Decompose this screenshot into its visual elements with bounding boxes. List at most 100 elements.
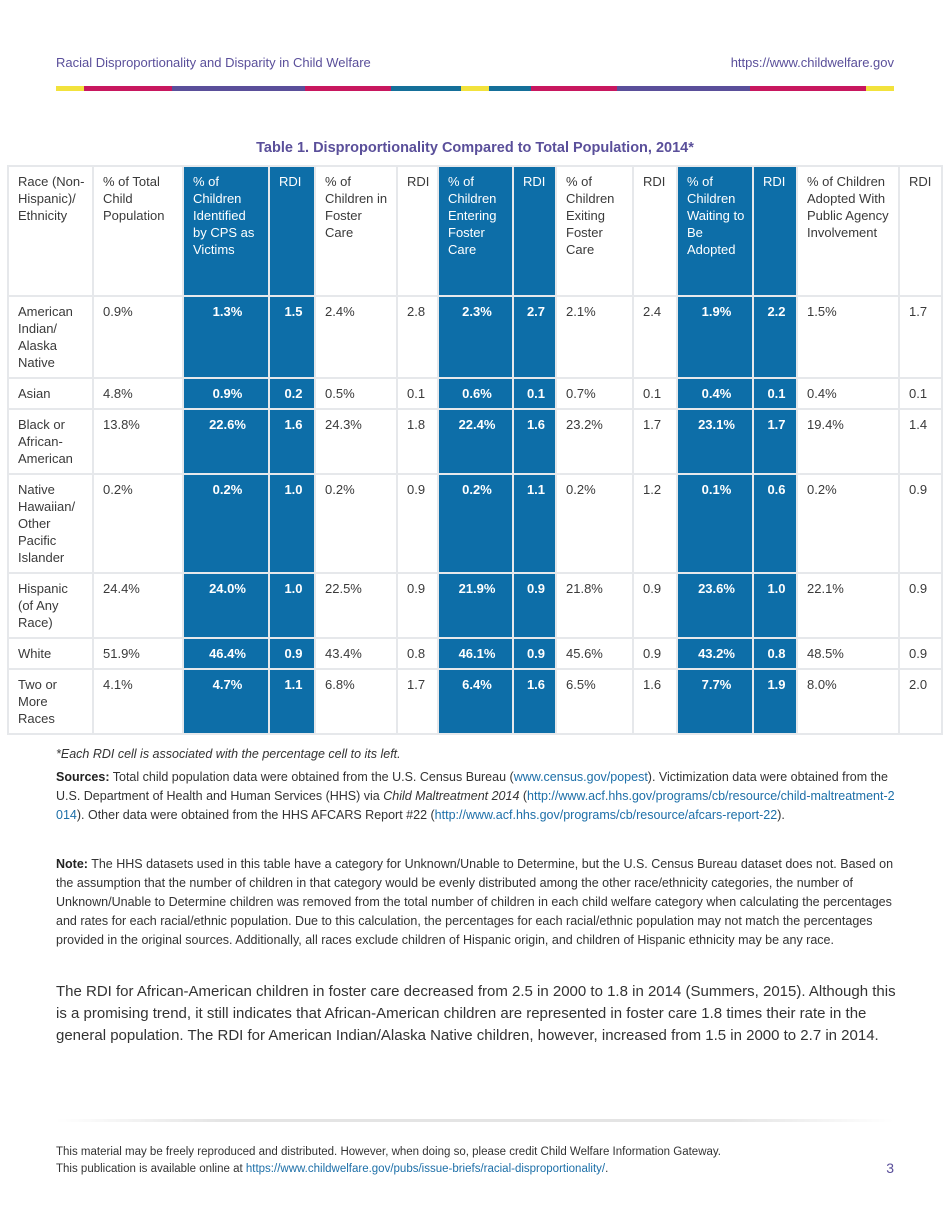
cell: 0.4% [796,377,900,410]
cell: 1.6 [512,408,557,475]
cell: 0.1 [752,377,798,410]
cell: 0.9 [512,572,557,639]
cell: 1.1 [512,473,557,574]
column-header: % of Children Entering Foster Care [437,165,514,297]
cell: 1.5 [268,295,316,379]
column-header: RDI [396,165,439,297]
data-table: Race (Non-Hispanic)/ Ethnicity% of Total… [7,165,943,735]
cell: 0.2% [555,473,634,574]
sources: Sources: Total child population data wer… [56,768,896,825]
text: Total child population data were obtaine… [109,770,514,784]
cell: 0.9% [92,295,184,379]
cell: 0.5% [314,377,398,410]
header-title: Racial Disproportionality and Disparity … [56,55,371,70]
cell: 0.2 [268,377,316,410]
cell: 0.7% [555,377,634,410]
cell: 0.9 [898,637,943,670]
cell: 1.0 [268,572,316,639]
cell: 0.4% [676,377,754,410]
cell: 2.4 [632,295,678,379]
cell: 0.2% [437,473,514,574]
footnote: *Each RDI cell is associated with the pe… [56,747,401,761]
cell: 0.9 [396,572,439,639]
row-label: American Indian/ Alaska Native [7,295,94,379]
cell: 1.6 [632,668,678,735]
cell: 2.2 [752,295,798,379]
cell: 48.5% [796,637,900,670]
link[interactable]: http://www.acf.hhs.gov/programs/cb/resou… [56,789,895,822]
cell: 0.6 [752,473,798,574]
row-label: Hispanic (of Any Race) [7,572,94,639]
footer-rule [56,1119,894,1122]
cell: 0.9 [632,572,678,639]
column-header: % of Children Exiting Foster Care [555,165,634,297]
row-label: Black or African-American [7,408,94,475]
note: Note: The HHS datasets used in this tabl… [56,855,896,950]
table-row: Two or More Races 4.1% 4.7% 1.1 6.8% 1.7 6.4% 1… [7,668,943,735]
table-row: White 51.9% 46.4% 0.9 43.4% 0.8 46.1% 0.9 45.6% 0… [7,637,943,670]
column-header: RDI [512,165,557,297]
cell: 1.7 [396,668,439,735]
cell: 0.1 [632,377,678,410]
cell: 0.1 [898,377,943,410]
header-row: Race (Non-Hispanic)/ Ethnicity% of Total… [7,165,943,297]
cell: 51.9% [92,637,184,670]
table-row: Native Hawaiian/ Other Pacific Islander 0… [7,473,943,574]
header-url[interactable]: https://www.childwelfare.gov [730,55,894,70]
cell: 6.4% [437,668,514,735]
cell: 2.1% [555,295,634,379]
cell: 1.0 [268,473,316,574]
link[interactable]: www.census.gov/popest [513,770,648,784]
cell: 23.2% [555,408,634,475]
column-header: Race (Non-Hispanic)/ Ethnicity [7,165,94,297]
cell: 22.6% [182,408,270,475]
cell: 1.9 [752,668,798,735]
cell: 2.0 [898,668,943,735]
cell: 0.9 [512,637,557,670]
cell: 43.2% [676,637,754,670]
cell: 1.2 [632,473,678,574]
text: ( [519,789,528,803]
row-label: Two or More Races [7,668,94,735]
cell: 6.8% [314,668,398,735]
cell: 7.7% [676,668,754,735]
cell: 0.1 [396,377,439,410]
table-row: Black or African-American 13.8% 22.6% 1.6 24… [7,408,943,475]
link[interactable]: http://www.acf.hhs.gov/programs/cb/resou… [434,808,778,822]
cell: 1.8 [396,408,439,475]
cell: 24.0% [182,572,270,639]
cell: 2.4% [314,295,398,379]
cell: 23.1% [676,408,754,475]
table-body: American Indian/ Alaska Native 0.9% 1.3% 1.… [7,295,943,735]
cell: 4.8% [92,377,184,410]
row-label: Native Hawaiian/ Other Pacific Islander [7,473,94,574]
cell: 1.9% [676,295,754,379]
cell: 2.8 [396,295,439,379]
cell: 4.7% [182,668,270,735]
cell: 1.0 [752,572,798,639]
sources-label: Sources: [56,770,110,784]
cell: 45.6% [555,637,634,670]
cell: 24.3% [314,408,398,475]
link[interactable]: https://www.childwelfare.gov/pubs/issue-… [245,1163,606,1175]
column-header: RDI [268,165,316,297]
cell: 0.2% [182,473,270,574]
cell: 1.7 [898,295,943,379]
text: ). [777,808,785,822]
cell: 2.3% [437,295,514,379]
page-number: 3 [886,1160,894,1176]
table-row: Hispanic (of Any Race) 24.4% 24.0% 1.0 22.5%… [7,572,943,639]
cell: 0.1 [512,377,557,410]
table-row: Asian 4.8% 0.9% 0.2 0.5% 0.1 0.6% 0.1 0.7% 0.1 0.4… [7,377,943,410]
text: This publication is available online at [56,1163,246,1175]
column-header: RDI [632,165,678,297]
column-header: % of Total Child Population [92,165,184,297]
cell: 0.9 [396,473,439,574]
table-row: American Indian/ Alaska Native 0.9% 1.3% 1.… [7,295,943,379]
cell: 22.4% [437,408,514,475]
column-header: % of Children in Foster Care [314,165,398,297]
cell: 0.9 [632,637,678,670]
cell: 0.2% [796,473,900,574]
cell: 8.0% [796,668,900,735]
